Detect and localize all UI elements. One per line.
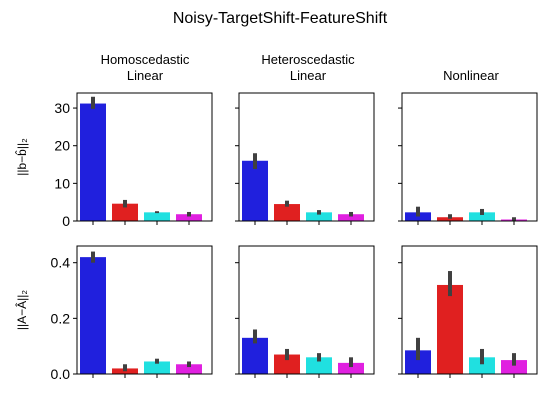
bar-1-2-1 bbox=[437, 284, 463, 374]
column-titles: Homoscedastic Linear Heteroscedastic Lin… bbox=[101, 52, 500, 83]
bar-1-1-0 bbox=[242, 337, 268, 374]
bar-1-2-2 bbox=[469, 357, 495, 374]
panel-1-1 bbox=[235, 245, 375, 378]
bar-1-2-3 bbox=[501, 360, 527, 374]
panel-1-0: 0.0 0.2 0.4 ||A−Â||₂ bbox=[14, 245, 213, 382]
axes-frame-0-2 bbox=[401, 92, 538, 222]
y-tick-label-1-0-0: 0.0 bbox=[51, 366, 71, 382]
panel-0-0: 0 10 20 30 ||b−b̂||₂ bbox=[14, 92, 213, 229]
bar-1-1-2 bbox=[306, 357, 332, 374]
column-title-0-line-0: Homoscedastic bbox=[101, 52, 190, 67]
bar-0-0-1 bbox=[112, 203, 138, 221]
bar-1-0-2 bbox=[144, 361, 170, 374]
panel-0-1 bbox=[235, 92, 375, 225]
bar-0-1-2 bbox=[306, 212, 332, 221]
bar-1-1-3 bbox=[338, 362, 364, 374]
y-tick-label-0-0-2: 20 bbox=[54, 138, 70, 154]
bar-1-2-0 bbox=[405, 350, 431, 374]
bar-0-0-0 bbox=[80, 103, 106, 221]
y-tick-label-0-0-0: 0 bbox=[62, 213, 70, 229]
panels: 0 10 20 30 ||b−b̂||₂ 0.0 0.2 0.4 ||A−Â||₂ bbox=[14, 92, 538, 382]
bar-0-1-0 bbox=[242, 160, 268, 221]
bar-0-2-0 bbox=[405, 212, 431, 221]
bar-1-0-0 bbox=[80, 257, 106, 374]
column-title-0-line-1: Linear bbox=[127, 68, 164, 83]
y-tick-label-0-0-1: 10 bbox=[54, 175, 70, 191]
axes-frame-1-1 bbox=[238, 245, 375, 375]
bar-0-0-2 bbox=[144, 212, 170, 221]
column-title-1-line-0: Heteroscedastic bbox=[261, 52, 355, 67]
y-axis-label-0: ||b−b̂||₂ bbox=[14, 138, 29, 176]
bar-1-0-3 bbox=[176, 364, 202, 374]
axes-frame-0-0 bbox=[76, 92, 213, 222]
axes-frame-1-2 bbox=[401, 245, 538, 375]
panel-1-2 bbox=[398, 245, 538, 378]
bar-1-0-1 bbox=[112, 368, 138, 374]
column-title-1-line-1: Linear bbox=[290, 68, 327, 83]
y-axis-label-1: ||A−Â||₂ bbox=[14, 290, 29, 330]
bar-0-1-1 bbox=[274, 204, 300, 221]
axes-frame-0-1 bbox=[238, 92, 375, 222]
y-tick-label-1-0-1: 0.2 bbox=[51, 310, 71, 326]
y-tick-label-1-0-2: 0.4 bbox=[51, 255, 71, 271]
figure-title: Noisy-TargetShift-FeatureShift bbox=[173, 10, 388, 27]
axes-frame-1-0 bbox=[76, 245, 213, 375]
bar-0-0-3 bbox=[176, 214, 202, 221]
bar-0-2-1 bbox=[437, 217, 463, 221]
bar-0-2-2 bbox=[469, 212, 495, 221]
bar-1-1-1 bbox=[274, 354, 300, 374]
bar-0-1-3 bbox=[338, 214, 364, 221]
panel-0-2 bbox=[398, 92, 538, 225]
y-tick-label-0-0-3: 30 bbox=[54, 100, 70, 116]
column-title-2-line-0: Nonlinear bbox=[443, 68, 499, 83]
